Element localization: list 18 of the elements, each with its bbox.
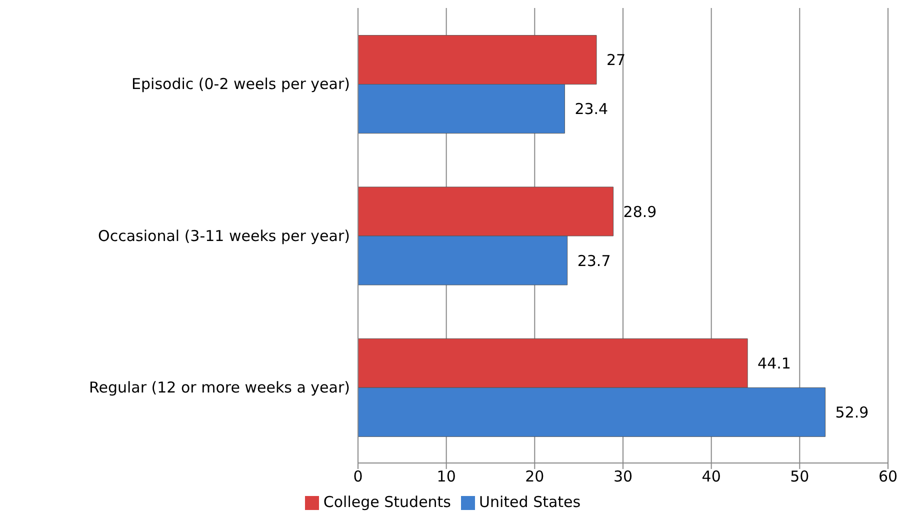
y-tick-label: Occasional (3-11 weeks per year) [98,226,350,245]
x-tick-label: 0 [353,468,363,486]
legend-label: United States [479,493,581,511]
data-label: 44.1 [758,354,791,372]
x-tick-label: 20 [525,468,544,486]
x-tick-label: 30 [613,468,633,486]
data-label: 28.9 [623,202,657,221]
x-tick-label: 50 [790,468,810,486]
legend-label: College Students [323,493,452,511]
data-label: 23.4 [574,100,608,118]
x-tick-label: 10 [436,468,456,486]
data-label: 23.7 [577,252,611,270]
data-label: 27 [606,51,626,70]
x-tick-label: 60 [878,468,898,486]
x-tick-label: 40 [702,468,721,486]
data-label: 52.9 [835,403,869,422]
y-tick-label: Regular (12 or more weeks a year) [88,378,350,396]
y-tick-label: Episodic (0-2 weels per year) [132,75,350,94]
